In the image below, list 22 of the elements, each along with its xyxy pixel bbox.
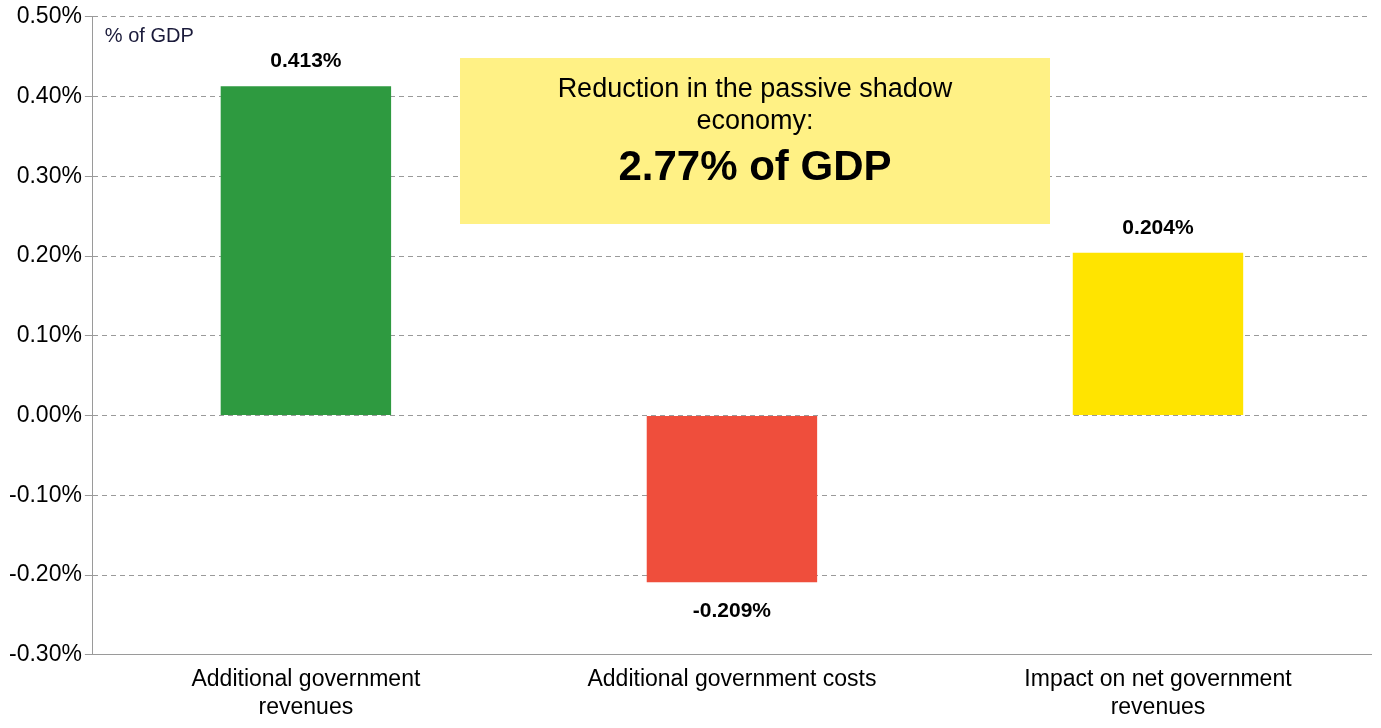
bar: [220, 86, 392, 416]
x-tick-label: Additional government costs: [587, 664, 877, 691]
data-label: 0.413%: [270, 48, 342, 72]
y-axis-title: % of GDP: [104, 24, 194, 47]
y-tick-label: -0.30%: [9, 640, 82, 667]
data-label: -0.209%: [692, 597, 772, 621]
y-tick-label: -0.20%: [9, 560, 82, 587]
x-tick-label: Impact on net government revenues: [1024, 664, 1293, 719]
callout-box: Reduction in the passive shadow economy: 2.77% of GDP: [460, 58, 1050, 224]
y-tick-label: -0.10%: [9, 480, 82, 507]
y-tick-label: 0.10%: [16, 321, 82, 348]
data-label: 0.204%: [1122, 215, 1194, 239]
x-tick-label: Additional government revenues: [191, 664, 421, 719]
y-tick-label: 0.00%: [16, 400, 82, 427]
annotation: Reduction in the passive shadow economy:: [556, 72, 954, 136]
y-tick-label: 0.20%: [16, 241, 82, 268]
annotation: 2.77% of GDP: [617, 142, 893, 190]
y-tick-label: 0.50%: [16, 2, 82, 29]
bar: [1072, 252, 1244, 416]
y-tick-label: 0.30%: [16, 161, 82, 188]
bar: [646, 416, 818, 583]
y-tick-label: 0.40%: [16, 81, 82, 108]
